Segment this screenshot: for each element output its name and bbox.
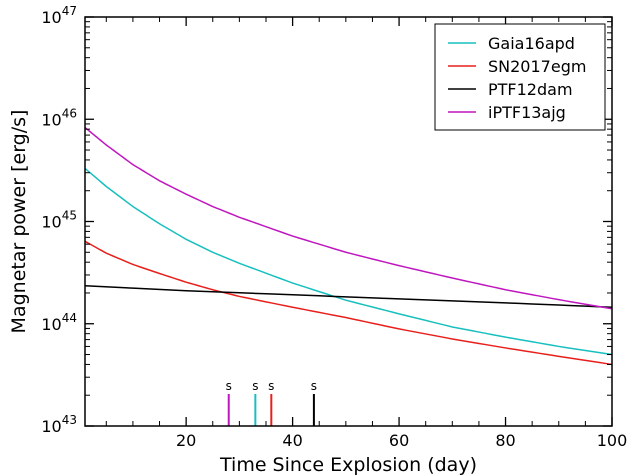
x-axis-label: Time Since Explosion (day): [219, 454, 477, 476]
series-line-sn2017egm: [84, 240, 613, 366]
legend-label: SN2017egm: [488, 57, 586, 76]
y-tick-label: 1044: [41, 311, 77, 334]
y-axis-label: Magnetar power [erg/s]: [8, 110, 30, 334]
legend: Gaia16apd SN2017egm PTF12dam iPTF13ajg: [434, 23, 606, 131]
x-tick-label: 80: [495, 431, 515, 450]
y-tick-label: 1046: [41, 106, 77, 129]
marker-label: s: [311, 379, 317, 393]
marker-label: s: [268, 379, 274, 393]
x-tick-label: 60: [389, 431, 409, 450]
y-tick-label: 1047: [41, 4, 77, 27]
legend-label: PTF12dam: [488, 80, 573, 99]
y-tick-label: 1043: [41, 413, 77, 436]
series-line-iptf13ajg: [84, 126, 613, 310]
series-line-ptf12dam: [84, 285, 613, 308]
marker-label: s: [252, 379, 258, 393]
x-tick-label: 40: [282, 431, 302, 450]
y-tick-label: 1045: [41, 209, 77, 232]
x-tick-label: 20: [176, 431, 196, 450]
x-tick-label: 100: [597, 431, 628, 450]
legend-label: Gaia16apd: [488, 34, 575, 53]
legend-label: iPTF13ajg: [488, 103, 566, 122]
series-line-gaia16apd: [84, 167, 613, 356]
marker-label: s: [226, 379, 232, 393]
